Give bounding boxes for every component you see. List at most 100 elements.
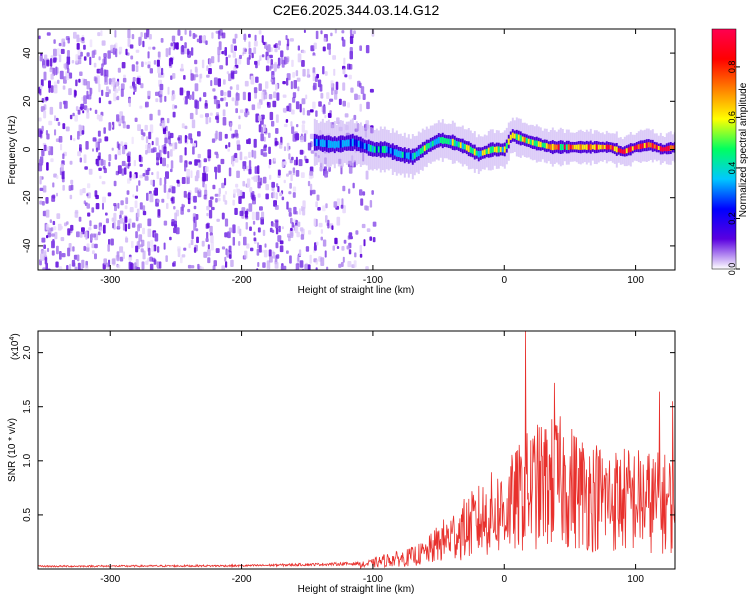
noise-cell xyxy=(184,29,187,35)
ridge-core xyxy=(449,139,452,145)
noise-cell xyxy=(148,46,152,50)
noise-cell xyxy=(248,54,251,60)
noise-cell xyxy=(244,111,247,117)
ridge-core xyxy=(319,139,322,147)
snr-x-tick-label: -100 xyxy=(363,574,383,585)
noise-cell xyxy=(44,257,48,265)
noise-cell xyxy=(221,182,225,189)
noise-cell xyxy=(58,54,62,63)
spectrogram-x-axis-label: Height of straight line (km) xyxy=(298,285,415,296)
noise-cell xyxy=(198,35,203,44)
noise-cell xyxy=(324,170,328,178)
noise-cell xyxy=(193,216,196,223)
noise-cell xyxy=(274,219,279,223)
ridge-core xyxy=(313,138,316,146)
ridge-core xyxy=(613,146,616,152)
noise-cell xyxy=(217,46,221,56)
ridge-core xyxy=(337,140,340,148)
noise-cell xyxy=(187,48,190,55)
noise-cell xyxy=(171,196,175,204)
noise-cell xyxy=(275,83,278,91)
noise-cell xyxy=(210,241,214,251)
noise-cell xyxy=(62,153,65,160)
noise-cell xyxy=(262,41,266,45)
noise-cell xyxy=(248,160,252,170)
ridge-core xyxy=(581,144,584,150)
noise-cell xyxy=(205,173,208,182)
noise-cell xyxy=(343,239,347,244)
ridge-core xyxy=(473,148,476,156)
noise-cell xyxy=(230,44,234,53)
noise-cell xyxy=(336,198,341,206)
noise-cell xyxy=(212,88,216,92)
noise-cell xyxy=(194,187,199,193)
noise-cell xyxy=(209,58,212,67)
noise-cell xyxy=(305,94,308,100)
noise-cell xyxy=(188,95,192,100)
noise-cell xyxy=(106,86,109,91)
noise-cell xyxy=(103,224,106,234)
noise-cell xyxy=(202,172,206,182)
ridge-core xyxy=(405,152,408,159)
noise-cell xyxy=(288,191,292,195)
ridge-core xyxy=(383,145,386,154)
noise-cell xyxy=(187,208,191,213)
noise-cell xyxy=(89,220,92,227)
noise-cell xyxy=(312,85,316,91)
noise-cell xyxy=(298,159,303,167)
snr-line-layer xyxy=(38,331,675,569)
noise-cell xyxy=(221,265,225,270)
noise-cell xyxy=(73,138,76,142)
noise-cell xyxy=(289,229,294,238)
ridge-core xyxy=(623,149,626,154)
noise-cell xyxy=(293,80,297,89)
noise-cell xyxy=(127,162,131,167)
ridge-core xyxy=(415,151,418,158)
noise-cell xyxy=(55,261,59,268)
noise-cell xyxy=(281,226,284,230)
ridge-core xyxy=(645,142,648,148)
ridge-core xyxy=(593,144,596,150)
noise-cell xyxy=(205,166,209,172)
noise-cell xyxy=(244,80,249,87)
noise-cell xyxy=(77,262,81,270)
noise-cell xyxy=(124,167,127,175)
noise-cell xyxy=(55,117,59,122)
noise-cell xyxy=(290,81,293,90)
noise-cell xyxy=(113,180,117,187)
noise-cell xyxy=(280,265,283,270)
spectrogram-y-tick-label: -20 xyxy=(22,190,33,205)
noise-cell xyxy=(164,137,168,144)
noise-cell xyxy=(346,245,350,250)
noise-cell xyxy=(250,247,254,252)
noise-cell xyxy=(348,166,353,174)
noise-cell xyxy=(166,202,169,209)
ridge-core xyxy=(667,145,670,151)
noise-cell xyxy=(105,212,108,216)
noise-cell xyxy=(173,220,177,226)
noise-cell xyxy=(45,224,50,230)
noise-cell xyxy=(50,85,54,93)
ridge-core xyxy=(389,148,392,154)
noise-cell xyxy=(222,109,226,117)
ridge-core xyxy=(439,137,442,143)
noise-cell xyxy=(232,51,236,58)
noise-cell xyxy=(67,37,70,44)
ridge-core xyxy=(375,146,378,153)
noise-cell xyxy=(124,223,127,232)
noise-cell xyxy=(53,226,57,231)
noise-cell xyxy=(329,110,332,114)
noise-cell xyxy=(39,200,43,205)
noise-cell xyxy=(258,244,262,253)
noise-cell xyxy=(224,200,228,205)
ridge-core xyxy=(621,149,624,154)
noise-cell xyxy=(244,250,248,259)
noise-cell xyxy=(97,130,101,137)
noise-cell xyxy=(295,170,300,177)
noise-cell xyxy=(267,44,271,53)
spectrogram-y-tick-label: -40 xyxy=(22,238,33,253)
noise-cell xyxy=(276,92,280,101)
ridge-core xyxy=(517,134,520,141)
noise-cell xyxy=(325,215,328,223)
noise-cell xyxy=(355,230,359,235)
